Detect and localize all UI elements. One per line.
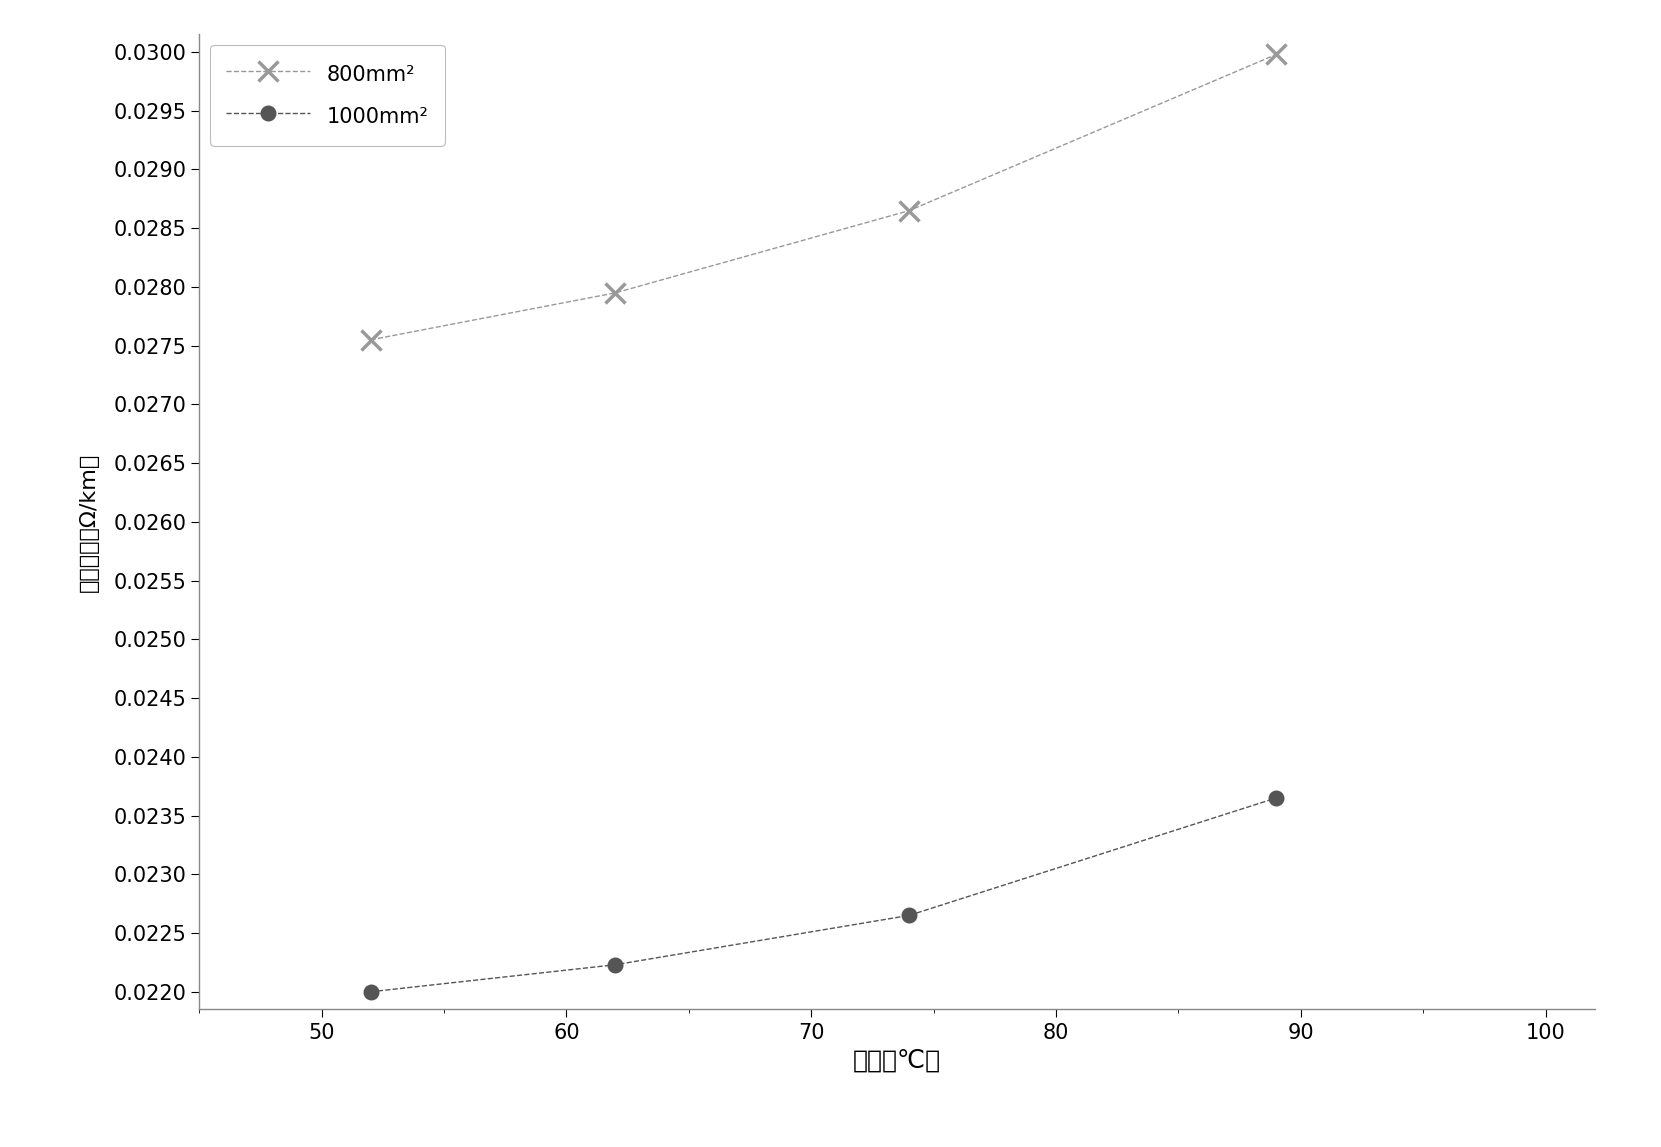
1000mm² xyxy=(360,985,380,999)
1000mm² xyxy=(606,958,626,972)
800mm² xyxy=(360,333,380,346)
800mm² xyxy=(1266,47,1286,61)
Line: 1000mm²: 1000mm² xyxy=(364,791,1284,999)
Line: 800mm²: 800mm² xyxy=(360,45,1286,350)
1000mm² xyxy=(899,908,919,922)
X-axis label: 温度（℃）: 温度（℃） xyxy=(852,1048,942,1072)
800mm² xyxy=(606,286,626,299)
800mm² xyxy=(899,204,919,218)
Y-axis label: 交流电阱（Ω/km）: 交流电阱（Ω/km） xyxy=(80,452,100,592)
1000mm² xyxy=(1266,791,1286,805)
Legend: 800mm², 1000mm²: 800mm², 1000mm² xyxy=(209,45,445,146)
